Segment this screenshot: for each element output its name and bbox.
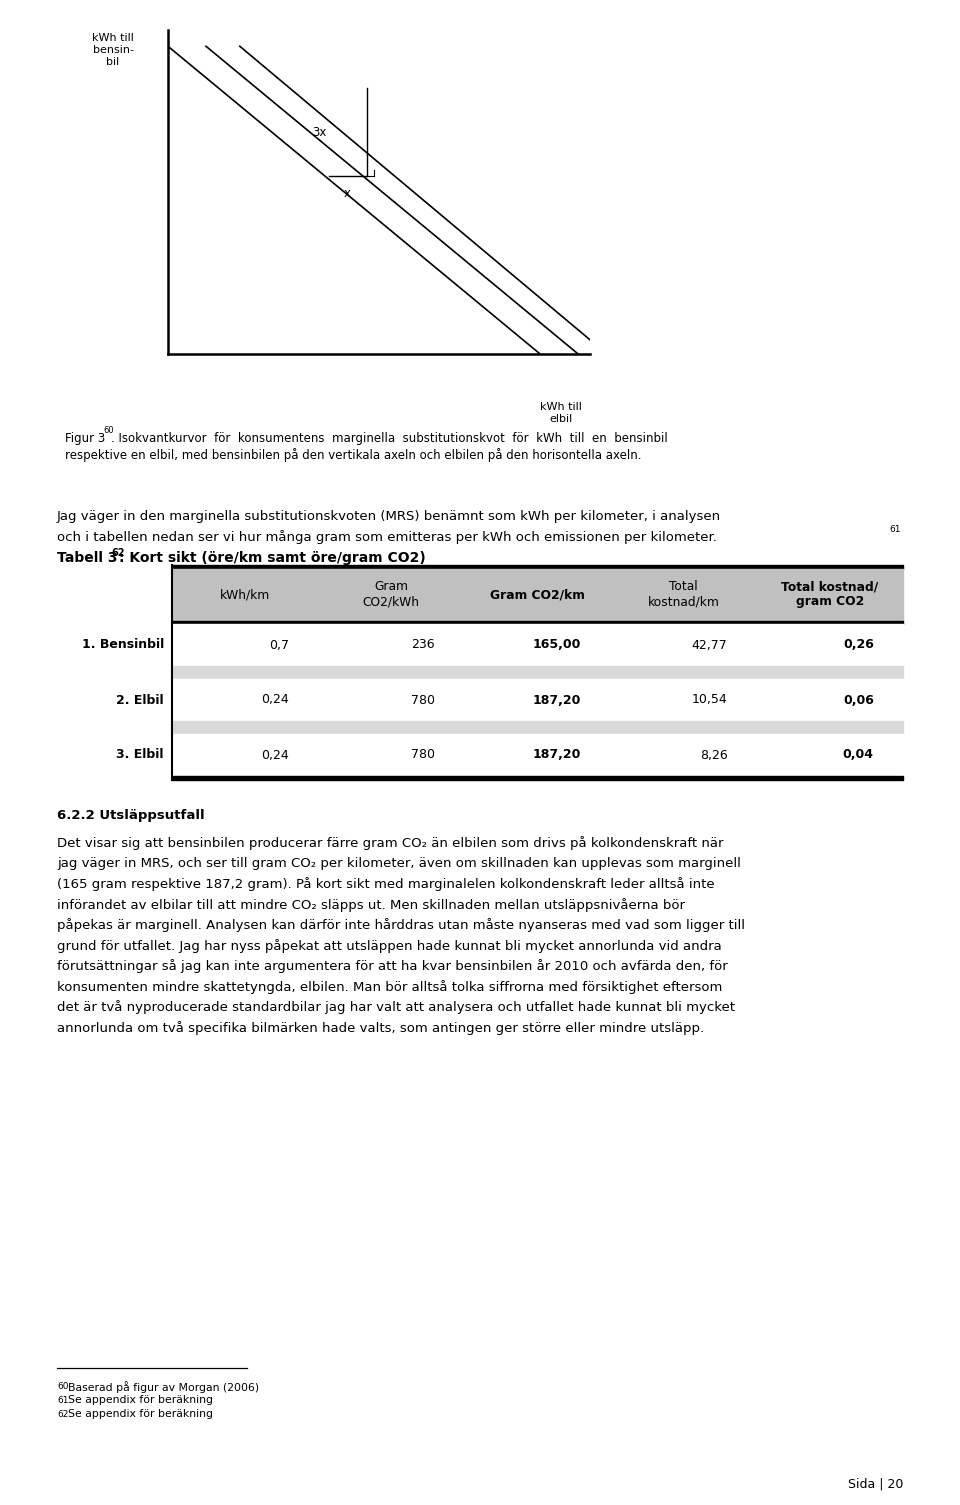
Text: Total
kostnad/km: Total kostnad/km — [648, 581, 720, 608]
Text: det är två nyproducerade standardbilar jag har valt att analysera och utfallet h: det är två nyproducerade standardbilar j… — [57, 1001, 735, 1014]
Text: x: x — [344, 187, 351, 200]
Text: 60: 60 — [103, 426, 113, 435]
Text: Gram CO2/km: Gram CO2/km — [490, 588, 585, 600]
Text: 0,26: 0,26 — [843, 638, 874, 652]
Text: kWh/km: kWh/km — [220, 588, 270, 600]
Text: 60: 60 — [57, 1382, 68, 1391]
Text: Figur 3: Figur 3 — [65, 432, 106, 445]
Text: 42,77: 42,77 — [692, 638, 728, 652]
Text: 780: 780 — [411, 748, 435, 762]
Text: 62: 62 — [57, 1410, 68, 1419]
Text: (165 gram respektive 187,2 gram). På kort sikt med marginalelen kolkondenskraft : (165 gram respektive 187,2 gram). På kor… — [57, 877, 714, 891]
Text: 165,00: 165,00 — [533, 638, 582, 652]
Text: påpekas är marginell. Analysen kan därför inte hårddras utan måste nyanseras med: påpekas är marginell. Analysen kan därfö… — [57, 918, 745, 933]
Text: 236: 236 — [412, 638, 435, 652]
Text: 3x: 3x — [312, 125, 326, 138]
Text: Total kostnad/
gram CO2: Total kostnad/ gram CO2 — [781, 581, 878, 608]
Text: Sida | 20: Sida | 20 — [848, 1478, 903, 1491]
Text: Gram
CO2/kWh: Gram CO2/kWh — [363, 581, 420, 608]
Text: 61: 61 — [57, 1397, 68, 1406]
Text: 187,20: 187,20 — [533, 694, 582, 706]
Text: förutsättningar så jag kan inte argumentera för att ha kvar bensinbilen år 2010 : förutsättningar så jag kan inte argument… — [57, 960, 728, 974]
Text: 187,20: 187,20 — [533, 748, 582, 762]
Text: och i tabellen nedan ser vi hur många gram som emitteras per kWh och emissionen : och i tabellen nedan ser vi hur många gr… — [57, 530, 717, 543]
Text: 8,26: 8,26 — [700, 748, 728, 762]
Text: 6.2.2 Utsläppsutfall: 6.2.2 Utsläppsutfall — [57, 810, 204, 823]
Text: 3. Elbil: 3. Elbil — [116, 748, 164, 762]
Text: respektive en elbil, med bensinbilen på den vertikala axeln och elbilen på den h: respektive en elbil, med bensinbilen på … — [65, 448, 641, 462]
Text: 10,54: 10,54 — [692, 694, 728, 706]
Text: konsumenten mindre skattetyngda, elbilen. Man bör alltså tolka siffrorna med för: konsumenten mindre skattetyngda, elbilen… — [57, 980, 722, 993]
Text: införandet av elbilar till att mindre CO₂ släpps ut. Men skillnaden mellan utslä: införandet av elbilar till att mindre CO… — [57, 898, 685, 912]
Text: 0,7: 0,7 — [269, 638, 289, 652]
Text: annorlunda om två specifika bilmärken hade valts, som antingen ger större eller : annorlunda om två specifika bilmärken ha… — [57, 1020, 704, 1035]
Text: Det visar sig att bensinbilen producerar färre gram CO₂ än elbilen som drivs på : Det visar sig att bensinbilen producerar… — [57, 837, 724, 850]
Text: Baserad på figur av Morgan (2006): Baserad på figur av Morgan (2006) — [68, 1382, 259, 1394]
Text: kWh till
bensin-
bil: kWh till bensin- bil — [92, 33, 134, 66]
Text: 0,24: 0,24 — [261, 694, 289, 706]
Text: kWh till
elbil: kWh till elbil — [540, 402, 582, 424]
Text: 2. Elbil: 2. Elbil — [116, 694, 164, 706]
Text: 0,24: 0,24 — [261, 748, 289, 762]
Text: jag väger in MRS, och ser till gram CO₂ per kilometer, även om skillnaden kan up: jag väger in MRS, och ser till gram CO₂ … — [57, 856, 741, 870]
Text: : Kort sikt (öre/km samt öre/gram CO2): : Kort sikt (öre/km samt öre/gram CO2) — [119, 551, 425, 564]
Text: Se appendix för beräkning: Se appendix för beräkning — [68, 1409, 213, 1419]
Text: Jag väger in den marginella substitutionskvoten (MRS) benämnt som kWh per kilome: Jag väger in den marginella substitution… — [57, 510, 721, 524]
Text: . Isokvantkurvor  för  konsumentens  marginella  substitutionskvot  för  kWh  ti: . Isokvantkurvor för konsumentens margin… — [111, 432, 668, 445]
Text: 61: 61 — [890, 525, 901, 534]
Text: Se appendix för beräkning: Se appendix för beräkning — [68, 1395, 213, 1406]
Text: Tabell 3: Tabell 3 — [57, 551, 117, 564]
Text: 62: 62 — [111, 548, 125, 558]
Text: 780: 780 — [411, 694, 435, 706]
Text: grund för utfallet. Jag har nyss påpekat att utsläppen hade kunnat bli mycket an: grund för utfallet. Jag har nyss påpekat… — [57, 939, 722, 953]
Text: 0,06: 0,06 — [843, 694, 874, 706]
Text: 0,04: 0,04 — [843, 748, 874, 762]
Text: 1. Bensinbil: 1. Bensinbil — [82, 638, 164, 652]
